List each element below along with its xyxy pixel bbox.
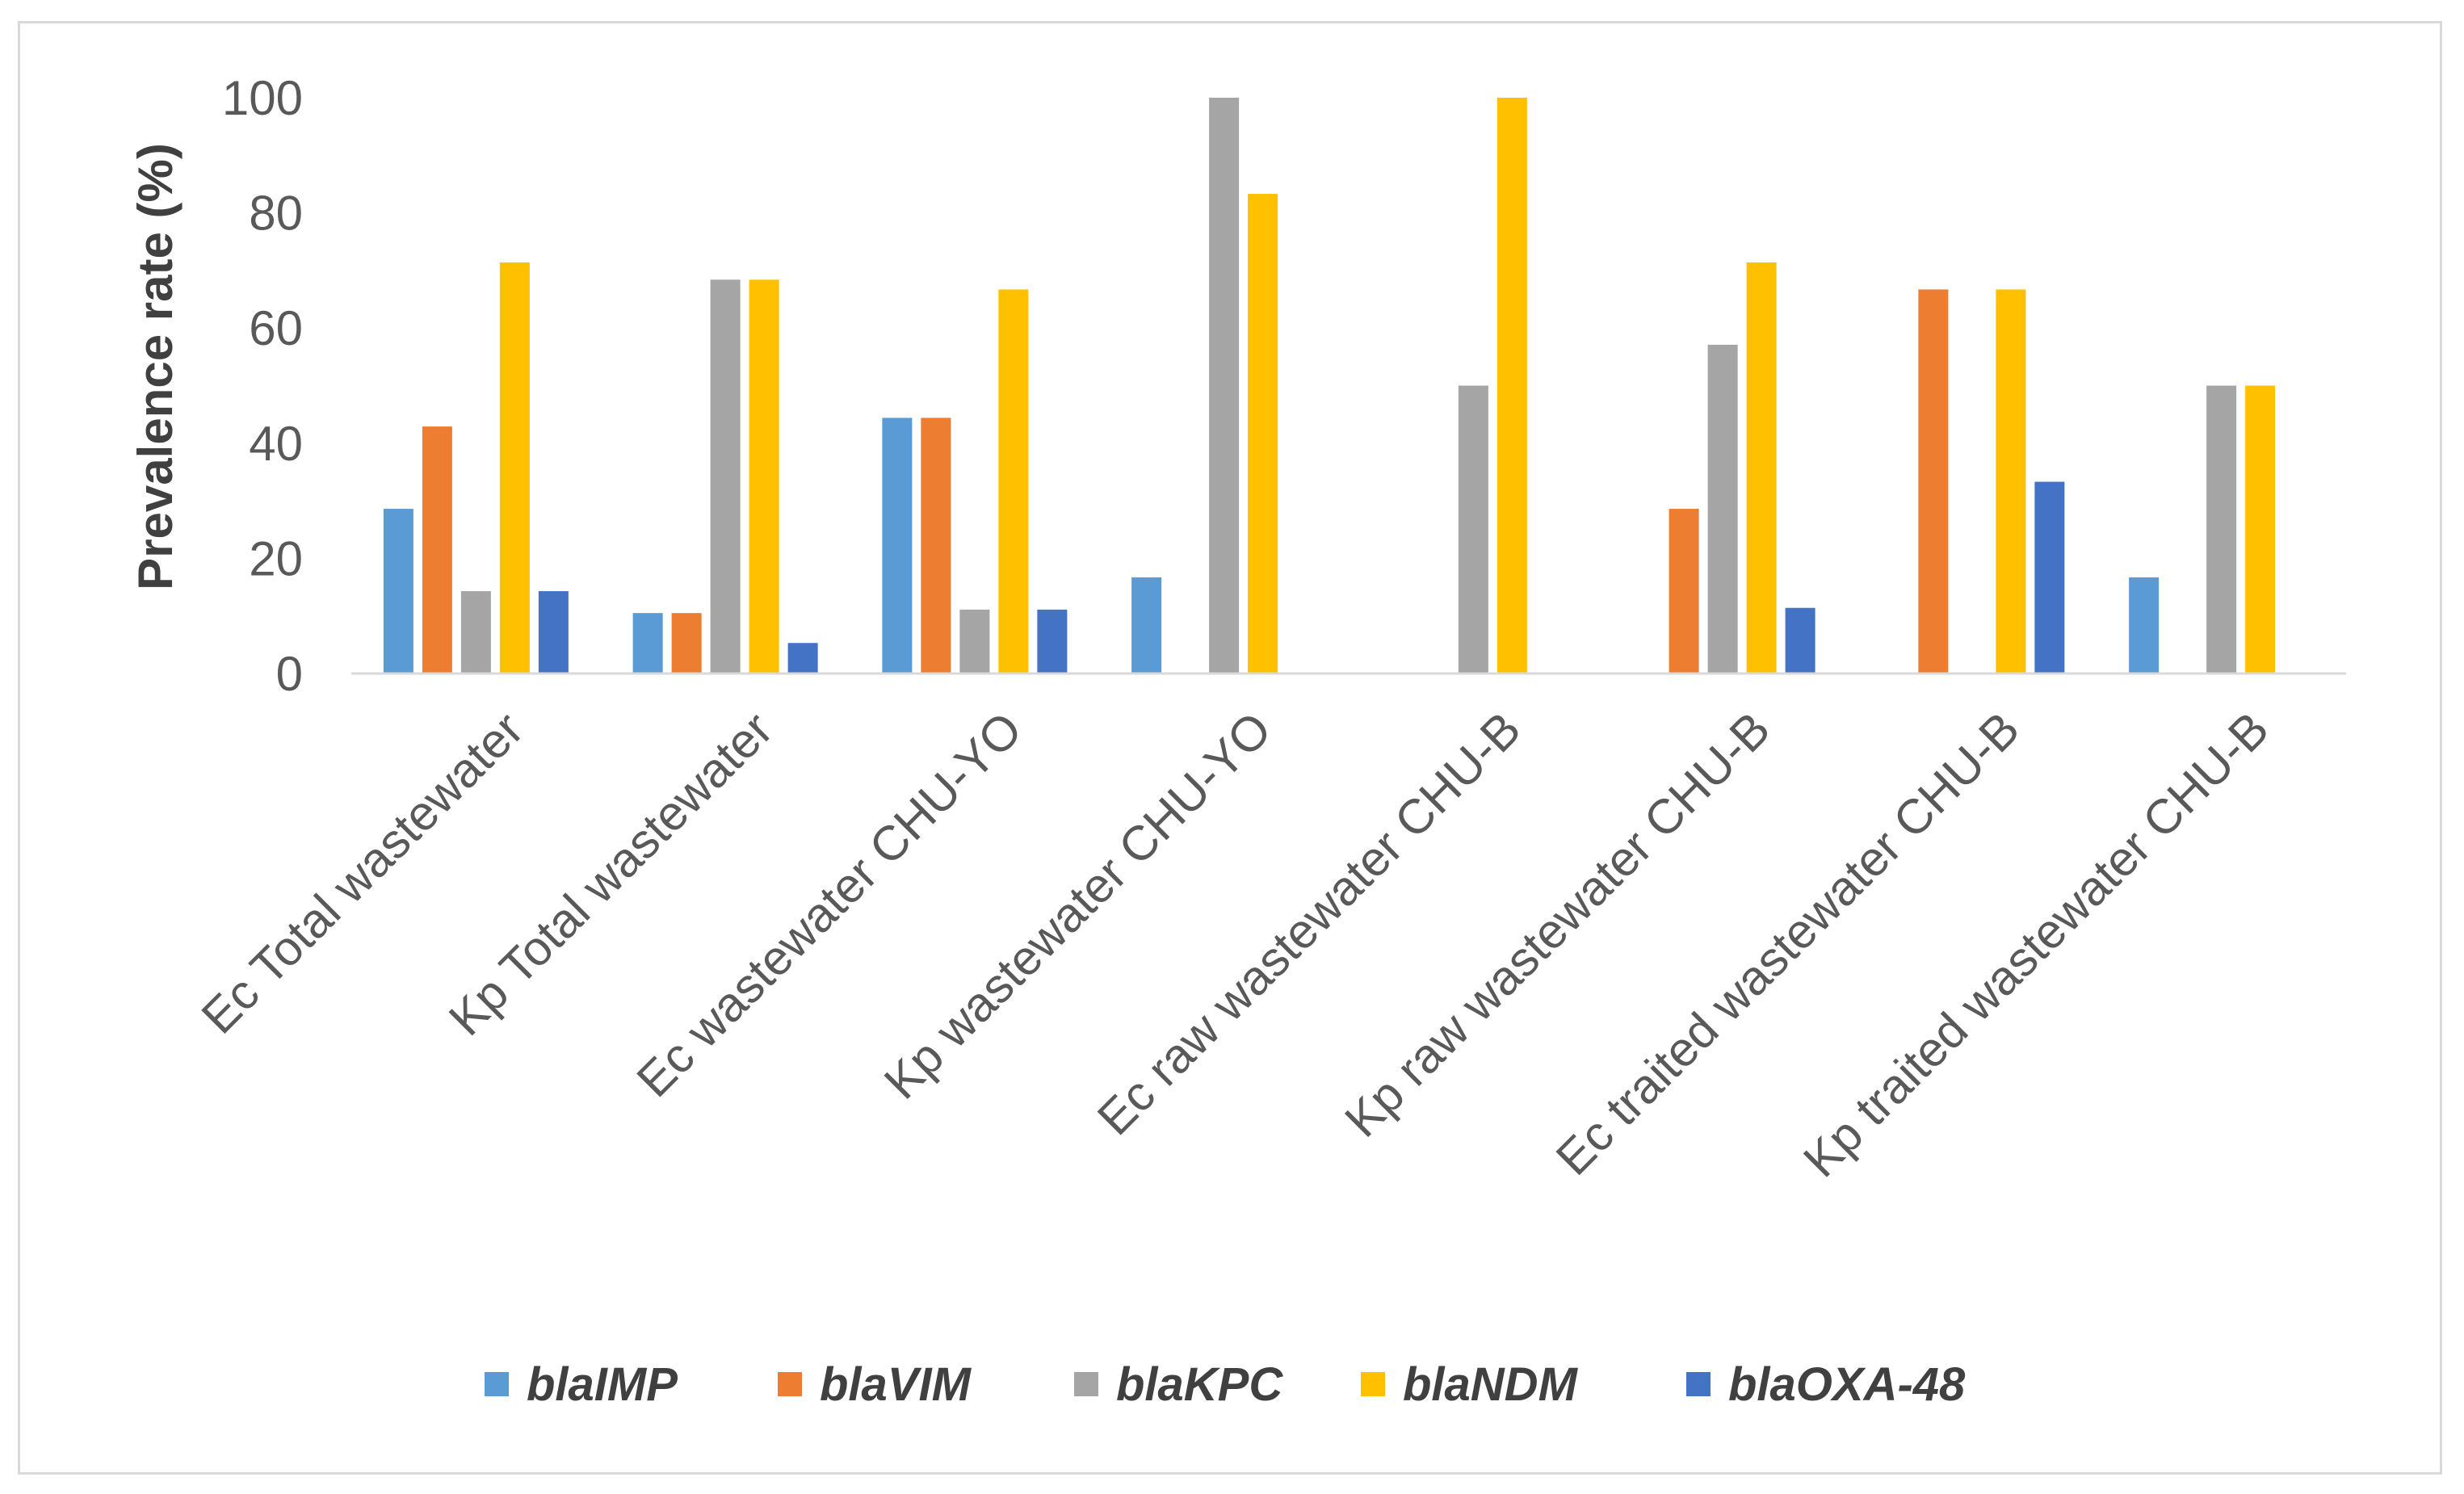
bar-blaoxa-48-3 <box>1037 609 1068 674</box>
bar-blandm-8 <box>2245 385 2276 674</box>
bar-blaoxa-48-2 <box>787 643 818 674</box>
x-category-label: Kp traited wastewater CHU-B <box>1793 702 2278 1187</box>
bar-blaoxa-48-6 <box>1785 607 1815 674</box>
legend-label-blakpc: blaKPC <box>1116 1358 1283 1411</box>
bar-blaoxa-48-7 <box>2034 481 2065 674</box>
bar-blaimp-4 <box>1131 577 1162 674</box>
bar-chart: 0 20 40 60 80 100 Prevalence rate (%) Ec Tota… <box>128 71 2346 1411</box>
bar-blaimp-2 <box>632 613 663 674</box>
chart-frame: 0 20 40 60 80 100 Prevalence rate (%) Ec Tota… <box>18 21 2442 1475</box>
y-tick-label: 40 <box>249 417 303 471</box>
bar-blandm-3 <box>998 289 1029 674</box>
legend: blaIMP blaVIM blaKPC blaNDM blaOXA-48 <box>485 1358 1966 1411</box>
bar-blandm-7 <box>1996 289 2026 674</box>
x-category-label: Ec raw wastewater CHU-B <box>1087 702 1531 1146</box>
bar-blakpc-1 <box>460 591 491 674</box>
y-tick-label: 80 <box>249 187 303 241</box>
legend-swatch-blaimp <box>485 1372 509 1396</box>
bars <box>383 98 2276 674</box>
bar-blakpc-4 <box>1209 98 1240 674</box>
bar-blavim-1 <box>422 426 452 674</box>
y-axis-label: Prevalence rate (%) <box>128 143 183 590</box>
legend-swatch-blaoxa-48 <box>1686 1372 1711 1396</box>
bar-blakpc-5 <box>1458 385 1488 674</box>
bar-blakpc-6 <box>1707 344 1738 674</box>
bar-blaimp-8 <box>2129 577 2160 674</box>
bar-blandm-2 <box>749 279 779 674</box>
y-tick-label: 100 <box>222 71 303 125</box>
bar-blaimp-1 <box>383 509 413 674</box>
legend-label-blandm: blaNDM <box>1403 1358 1579 1411</box>
x-category-label: Ec traited wastewater CHU-B <box>1546 702 2030 1186</box>
bar-blandm-5 <box>1496 98 1527 674</box>
legend-label-blaimp: blaIMP <box>527 1358 678 1411</box>
y-tick-label: 20 <box>249 531 303 585</box>
bar-blavim-2 <box>671 613 702 674</box>
bar-blandm-6 <box>1746 262 1777 674</box>
bar-blakpc-2 <box>710 279 741 674</box>
legend-swatch-blakpc <box>1074 1372 1098 1396</box>
legend-label-blavim: blaVIM <box>820 1358 972 1411</box>
bar-blavim-3 <box>921 418 951 674</box>
bar-blakpc-8 <box>2206 385 2237 674</box>
bar-blaimp-3 <box>882 418 913 674</box>
y-axis-ticks: 0 20 40 60 80 100 <box>222 71 303 701</box>
x-category-label: Kp raw wastewater CHU-B <box>1334 702 1780 1148</box>
y-tick-label: 0 <box>276 647 303 701</box>
bar-blandm-4 <box>1248 194 1278 674</box>
legend-swatch-blavim <box>778 1372 802 1396</box>
bar-blavim-7 <box>1918 289 1949 674</box>
legend-label-blaoxa-48: blaOXA-48 <box>1728 1358 1966 1411</box>
y-tick-label: 60 <box>249 301 303 355</box>
legend-swatch-blandm <box>1361 1372 1385 1396</box>
bar-blavim-6 <box>1669 509 1699 674</box>
bar-blandm-1 <box>499 262 530 674</box>
bar-blaoxa-48-1 <box>538 591 569 674</box>
bar-blakpc-3 <box>959 609 990 674</box>
